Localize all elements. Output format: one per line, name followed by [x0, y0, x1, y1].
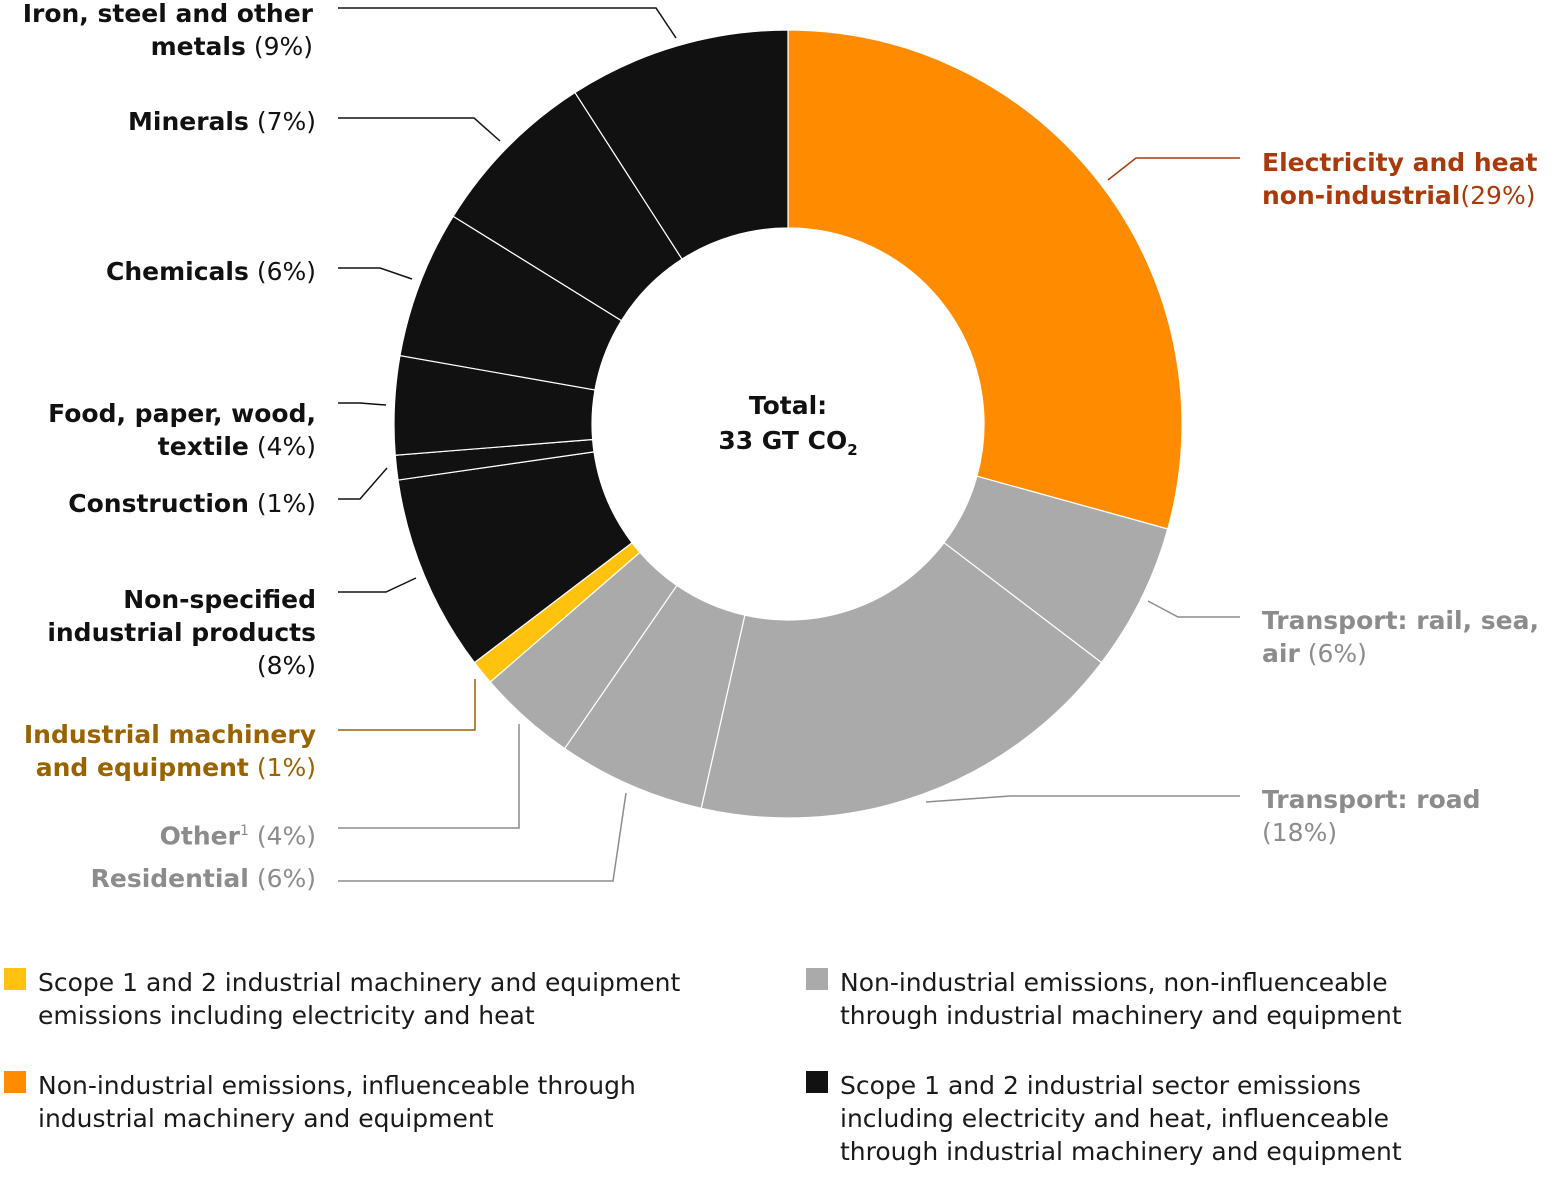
leader-industrial-machinery	[338, 679, 476, 731]
donut-slices	[393, 29, 1183, 819]
leader-minerals	[338, 117, 501, 142]
legend-swatch-yellow	[4, 968, 26, 990]
leader-lines	[338, 7, 1240, 882]
center-total-line1: Total:	[748, 391, 828, 420]
label-food-paper: Food, paper, wood, textile (4%)	[48, 399, 316, 461]
label-iron-steel: Iron, steel and other metals (9%)	[22, 0, 313, 61]
legend-item-grey: Non-industrial emissions, non-influencea…	[806, 966, 1446, 1032]
legend-text-yellow: Scope 1 and 2 industrial machinery and e…	[38, 968, 681, 1030]
label-industrial-machinery: Industrial machinery and equipment (1%)	[23, 720, 316, 782]
label-transport-road: Transport: road (18%)	[1262, 785, 1481, 847]
leader-construction	[338, 467, 388, 500]
leader-iron-steel	[338, 7, 677, 39]
center-total-subscript: 2	[847, 441, 858, 459]
legend-item-black: Scope 1 and 2 industrial sector emission…	[806, 1069, 1446, 1168]
label-minerals: Minerals (7%)	[128, 107, 316, 136]
legend-text-orange: Non-industrial emissions, influenceable …	[38, 1071, 636, 1133]
leader-other	[338, 724, 520, 829]
label-non-specified: Non-specified industrial products (8%)	[47, 585, 316, 680]
center-total-line2: 33 GT CO	[718, 426, 848, 455]
label-electricity-heat: Electricity and heat non-industrial(29%)	[1262, 148, 1538, 210]
leader-food-paper	[338, 402, 387, 406]
label-residential: Residential (6%)	[90, 864, 316, 893]
slice-iron-steel-and-other-metals	[574, 29, 789, 260]
label-other: Other1 (4%)	[159, 821, 316, 851]
legend-swatch-grey	[806, 968, 828, 990]
leader-non-specified	[338, 577, 417, 593]
label-chemicals: Chemicals (6%)	[106, 257, 316, 286]
legend-text-grey: Non-industrial emissions, non-influencea…	[840, 968, 1402, 1030]
leader-chemicals	[338, 267, 413, 280]
leader-transport-road	[925, 795, 1240, 803]
legend-item-yellow: Scope 1 and 2 industrial machinery and e…	[4, 966, 724, 1032]
slice-transport-road	[700, 541, 1103, 819]
legend-text-black: Scope 1 and 2 industrial sector emission…	[840, 1071, 1402, 1166]
legend-swatch-black	[806, 1071, 828, 1093]
leader-transport-rail-sea-air	[1147, 600, 1240, 618]
legend-item-orange: Non-industrial emissions, influenceable …	[4, 1069, 644, 1135]
leader-residential	[338, 792, 627, 882]
label-construction: Construction (1%)	[68, 489, 316, 518]
label-transport-rail-sea-air: Transport: rail, sea, air (6%)	[1262, 606, 1539, 668]
center-total-label: Total: 33 GT CO2	[688, 388, 888, 468]
leader-electricity-heat	[1107, 157, 1240, 181]
legend-swatch-orange	[4, 1071, 26, 1093]
slice-electricity-and-heat-non-industrial	[787, 29, 1183, 530]
